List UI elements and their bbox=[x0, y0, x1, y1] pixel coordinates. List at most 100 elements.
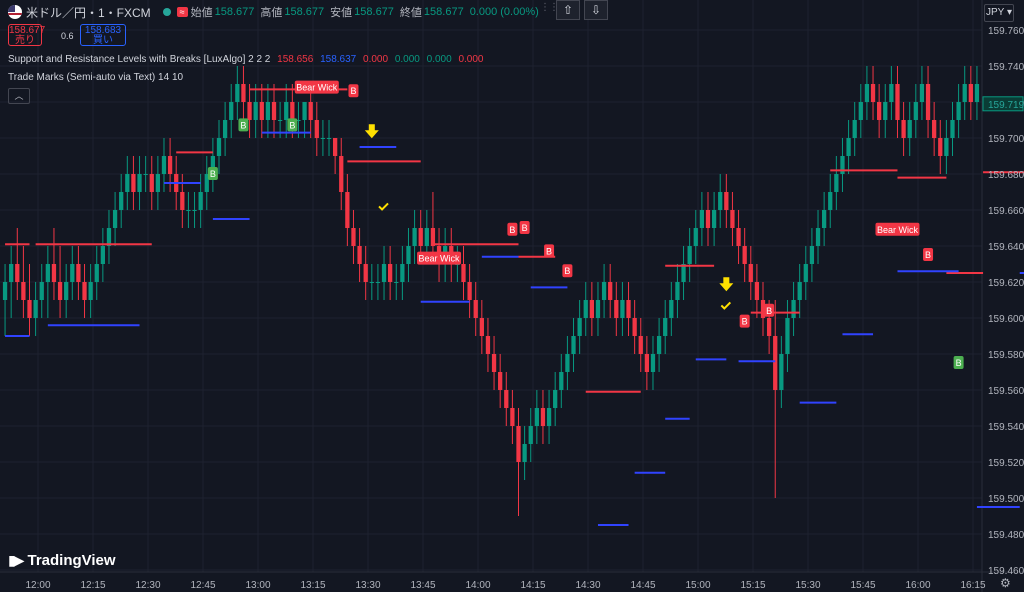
candle-body bbox=[259, 102, 264, 120]
candle-body bbox=[650, 354, 656, 372]
last-price-tag bbox=[982, 96, 1024, 112]
signal-label: B bbox=[522, 223, 528, 233]
arrow-down-icon[interactable]: ⇩ bbox=[584, 0, 608, 20]
price-tick-label: 159.660 bbox=[988, 206, 1024, 217]
signal-label: B bbox=[564, 266, 570, 276]
candle-body bbox=[913, 102, 918, 120]
candle-body bbox=[88, 282, 93, 300]
sell-label: 売り bbox=[15, 35, 35, 46]
signal-label: Bear Wick bbox=[419, 254, 461, 264]
candle-body bbox=[467, 282, 472, 300]
time-tick-label: 12:15 bbox=[80, 580, 105, 591]
candle-body bbox=[381, 264, 387, 282]
time-tick-label: 16:15 bbox=[960, 580, 985, 591]
candle-body bbox=[950, 120, 955, 138]
signal-label: B bbox=[509, 225, 515, 235]
candle-body bbox=[895, 84, 900, 120]
candle-body bbox=[320, 138, 326, 139]
signal-label-box bbox=[294, 80, 339, 94]
arrow-up-icon[interactable]: ⇧ bbox=[556, 0, 580, 20]
candle-body bbox=[595, 300, 601, 318]
candle-body bbox=[638, 336, 643, 354]
candle-body bbox=[510, 408, 515, 426]
time-tick-label: 14:30 bbox=[575, 580, 600, 591]
signal-label: B bbox=[766, 306, 772, 316]
price-tick-label: 159.760 bbox=[988, 26, 1024, 37]
candle-body bbox=[302, 102, 307, 120]
price-tick-label: 159.460 bbox=[988, 566, 1024, 577]
candle-body bbox=[675, 282, 680, 300]
sr-indicator-legend[interactable]: Support and Resistance Levels with Break… bbox=[8, 54, 488, 65]
candle-body bbox=[877, 102, 882, 120]
chevron-up-icon[interactable]: ︿ bbox=[8, 88, 30, 104]
candle-body bbox=[167, 156, 173, 174]
buy-button[interactable]: 158.683 買い bbox=[80, 24, 126, 46]
candle-body bbox=[565, 354, 570, 372]
candle-body bbox=[76, 264, 81, 282]
candle-body bbox=[308, 102, 313, 120]
drag-handle-icon[interactable]: ⋮⋮ bbox=[540, 2, 559, 13]
candle-body bbox=[216, 138, 222, 156]
sell-button[interactable]: 158.677 売り bbox=[8, 24, 45, 46]
open-value: 158.677 bbox=[214, 6, 255, 18]
candle-body bbox=[64, 282, 69, 300]
candle-body bbox=[846, 138, 851, 156]
signal-label-box bbox=[507, 222, 518, 236]
signal-label: B bbox=[956, 358, 962, 368]
candle-body bbox=[326, 138, 332, 139]
candle-body bbox=[155, 174, 161, 192]
symbol-name[interactable]: 米ドル／円・1・FXCM bbox=[26, 5, 151, 20]
time-tick-label: 13:30 bbox=[355, 580, 380, 591]
candle-body bbox=[938, 138, 943, 156]
time-tick-label: 13:15 bbox=[300, 580, 325, 591]
signal-label: B bbox=[210, 169, 216, 179]
time-tick-label: 14:45 bbox=[630, 580, 655, 591]
candle-body bbox=[388, 264, 393, 282]
low-value: 158.677 bbox=[354, 6, 394, 18]
gear-icon[interactable]: ⚙ bbox=[1000, 576, 1011, 590]
candle-body bbox=[369, 282, 374, 283]
candle-body bbox=[614, 300, 619, 318]
candle-body bbox=[314, 120, 319, 138]
tradingview-logo-icon: ▮▶ bbox=[8, 552, 25, 568]
sr-value: 158.656 bbox=[277, 54, 314, 65]
candle-body bbox=[504, 390, 509, 408]
signal-label: B bbox=[742, 317, 748, 327]
signal-label: Bear Wick bbox=[877, 225, 919, 235]
candle-body bbox=[247, 102, 252, 120]
price-tick-label: 159.520 bbox=[988, 458, 1024, 469]
price-tick-label: 159.640 bbox=[988, 242, 1024, 253]
candle-body bbox=[669, 300, 674, 318]
price-tick-label: 159.620 bbox=[988, 278, 1024, 289]
candle-body bbox=[27, 300, 32, 318]
candle-body bbox=[742, 246, 747, 264]
currency-selector[interactable]: JPY ▾ bbox=[984, 4, 1014, 22]
candle-body bbox=[461, 264, 466, 282]
candle-body bbox=[284, 102, 289, 120]
candle-body bbox=[571, 336, 576, 354]
tm-indicator-legend[interactable]: Trade Marks (Semi-auto via Text) 14 10 bbox=[8, 72, 187, 83]
candle-body bbox=[864, 84, 870, 102]
signal-label-box bbox=[519, 221, 530, 234]
time-tick-label: 13:45 bbox=[410, 580, 435, 591]
candle-body bbox=[797, 282, 802, 300]
candle-body bbox=[491, 354, 497, 372]
candle-body bbox=[632, 318, 637, 336]
candle-body bbox=[143, 174, 148, 175]
candle-body bbox=[70, 264, 75, 282]
candle-body bbox=[357, 246, 362, 264]
candle-body bbox=[736, 228, 741, 246]
candle-body bbox=[840, 156, 845, 174]
candle-body bbox=[15, 264, 20, 282]
candle-body bbox=[540, 408, 546, 426]
candle-body bbox=[400, 264, 405, 282]
candle-body bbox=[760, 300, 766, 318]
last-price-label: 159.719 bbox=[988, 100, 1024, 111]
signal-label: B bbox=[350, 86, 356, 96]
down-arrow-mark bbox=[364, 124, 379, 139]
signal-label-box bbox=[287, 118, 298, 132]
candle-body bbox=[473, 300, 478, 318]
tm-indicator-name: Trade Marks (Semi-auto via Text) 14 10 bbox=[8, 72, 184, 83]
candle-body bbox=[39, 282, 44, 300]
